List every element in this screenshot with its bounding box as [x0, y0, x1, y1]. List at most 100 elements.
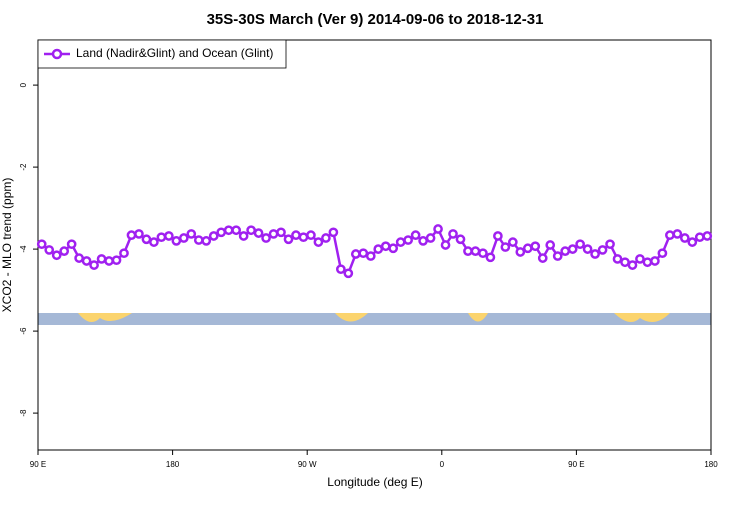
data-point [388, 243, 399, 254]
data-point [702, 231, 713, 241]
data-point [507, 237, 518, 247]
map-strip [38, 313, 711, 325]
x-tick-label: 180 [704, 460, 718, 469]
data-point [365, 251, 376, 261]
data-point [313, 237, 324, 247]
data-point [111, 255, 122, 266]
data-point [522, 243, 533, 254]
x-axis-label: Longitude (deg E) [327, 475, 422, 489]
data-point [283, 234, 294, 245]
data-point [223, 225, 234, 236]
data-point [433, 224, 443, 234]
data-point [336, 264, 346, 275]
data-point [89, 260, 99, 270]
data-point [186, 229, 197, 239]
data-point [687, 237, 698, 247]
data-point [679, 233, 690, 243]
chart-title: 35S-30S March (Ver 9) 2014-09-06 to 2018… [207, 11, 544, 28]
data-point [537, 253, 548, 263]
data-point [627, 260, 638, 270]
data-point [605, 239, 615, 250]
data-point [545, 240, 556, 250]
data-point [672, 229, 683, 239]
data-point [582, 244, 593, 254]
data-point [298, 232, 309, 243]
data-point [403, 235, 413, 245]
data-point [478, 248, 488, 259]
data-point [36, 239, 47, 250]
data-point [425, 233, 436, 243]
data-point [141, 234, 152, 245]
data-point [208, 231, 219, 241]
data-point [485, 252, 496, 263]
data-point [418, 236, 428, 246]
data-point [193, 235, 204, 245]
data-point [321, 233, 331, 243]
data-point [328, 227, 339, 238]
data-point [515, 247, 526, 257]
data-point [657, 248, 668, 259]
data-point [268, 229, 279, 239]
data-point [694, 232, 705, 243]
data-point [44, 245, 55, 255]
data-point [530, 241, 541, 252]
data-point [350, 249, 361, 259]
x-tick-label: 90 E [30, 460, 46, 469]
data-point [665, 230, 675, 241]
data-point [597, 245, 608, 255]
data-point [410, 230, 421, 241]
data-point [642, 257, 653, 268]
data-point [343, 268, 354, 279]
data-point [306, 230, 316, 241]
data-point [560, 246, 571, 256]
data-point [567, 244, 578, 254]
data-point [500, 242, 511, 252]
data-point [440, 240, 451, 250]
data-point [81, 256, 92, 266]
y-tick-label: -4 [19, 245, 28, 253]
data-point [358, 248, 369, 259]
data-point [164, 231, 174, 241]
data-point [104, 256, 114, 266]
x-tick-label: 90 W [298, 460, 317, 469]
data-point [134, 229, 144, 239]
data-point [178, 233, 189, 243]
data-point [216, 227, 227, 238]
legend-label: Land (Nadir&Glint) and Ocean (Glint) [76, 46, 273, 60]
data-point [126, 230, 137, 241]
data-point [552, 251, 563, 261]
y-tick-label: -6 [19, 327, 28, 335]
data-point [171, 236, 182, 246]
data-point [635, 254, 645, 264]
data-point [373, 244, 384, 254]
data-point [74, 253, 84, 263]
y-tick-label: 0 [19, 82, 28, 87]
data-point [66, 239, 77, 250]
data-point [455, 234, 466, 245]
data-point [620, 257, 630, 268]
data-point [253, 228, 264, 238]
data-point [149, 237, 159, 247]
data-point [612, 254, 623, 264]
data-point [201, 236, 212, 246]
x-tick-label: 0 [440, 460, 445, 469]
data-point [291, 230, 301, 241]
data-point [238, 231, 249, 241]
x-tick-label: 180 [166, 460, 180, 469]
data-point [276, 227, 286, 238]
data-point [448, 229, 458, 239]
data-point [650, 256, 660, 266]
data-point [231, 225, 242, 236]
legend: Land (Nadir&Glint) and Ocean (Glint) [37, 39, 287, 69]
data-point [51, 250, 62, 261]
y-tick-label: -2 [19, 163, 28, 171]
data-point [96, 254, 107, 264]
data-point [493, 231, 503, 241]
x-tick-label: 90 E [568, 460, 584, 469]
data-point [575, 239, 585, 250]
data-point [395, 237, 406, 247]
data-point [246, 225, 256, 236]
data-point [59, 246, 70, 256]
y-axis-label: XCO2 - MLO trend (ppm) [0, 178, 14, 313]
